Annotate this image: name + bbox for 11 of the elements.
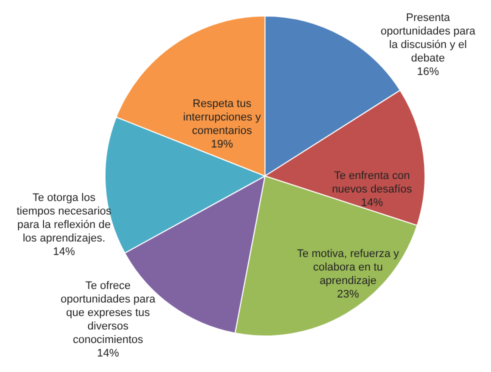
slice-label: Te enfrenta con nuevos desafíos — [332, 170, 413, 196]
data-label: 23% — [336, 288, 360, 300]
slice-label: Presenta oportunidades para la discusión y el debate — [380, 12, 476, 64]
slice-label: Te ofrece oportunidades para que expreses tus diversos conocimientos — [60, 280, 156, 346]
slice-label: Te motiva, refuerza y colabora en tu aprendizaje — [296, 248, 400, 287]
data-label: 19% — [210, 138, 234, 150]
data-label: 14% — [96, 348, 120, 360]
data-label: 14% — [52, 246, 76, 258]
data-label: 14% — [360, 197, 384, 209]
slice-label: Respeta tus interrupciones y comentarios — [183, 98, 262, 137]
data-label: 16% — [416, 66, 440, 78]
